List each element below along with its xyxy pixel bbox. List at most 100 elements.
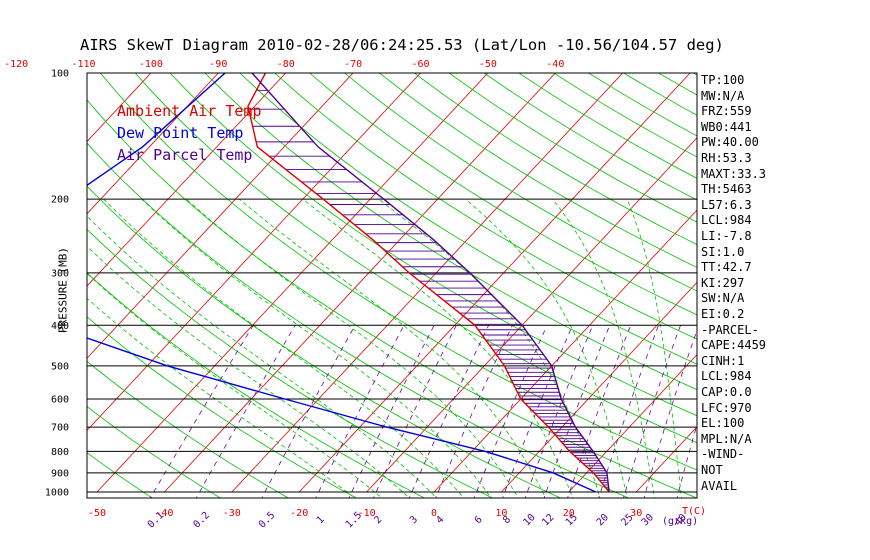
moist-adiabat-line [465,198,628,498]
stability-index: CINH:1 [701,353,745,368]
mixing-ratio-label: 0.2 [191,510,212,531]
stability-index: KI:297 [701,275,745,290]
temperature-axis-label: T(C) [682,506,706,517]
dry-adiabat-line [87,272,426,498]
stability-index: CAPE:4459 [701,338,767,353]
isotherm-line [87,73,219,215]
mixing-ratio-label: 0.5 [257,510,278,531]
legend-dew-point-temp: Dew Point Temp [117,124,244,142]
pressure-tick-label: 500 [51,361,69,372]
stability-index: EL:100 [701,416,745,431]
dry-adiabat-line [864,54,870,501]
mixing-ratio-line [543,325,611,498]
dry-adiabat-line [0,54,88,501]
pressure-tick-label: 100 [51,69,69,80]
pressure-tick-label: 400 [51,321,69,332]
dry-adiabat-line [87,99,697,498]
plot-frame [86,72,698,499]
moist-adiabat-line [626,198,682,498]
top-temperature-tick-label: -100 [139,59,163,70]
moist-adiabat-line [103,198,465,498]
mixing-ratio-line [598,325,659,498]
dry-adiabat-line [518,73,697,179]
moist-adiabat-line [378,198,601,498]
moist-adiabat-line [238,198,547,498]
stability-index: RH:53.3 [701,151,752,165]
mixing-ratio-line [643,329,697,498]
mixing-ratio-unit-label: (g/kg) [662,516,698,527]
top-temperature-tick-label: -90 [209,59,227,70]
mixing-ratio-label: 12 [540,512,556,528]
stability-index: CAP:0.0 [701,385,752,399]
dry-adiabat-line [413,73,697,246]
moist-adiabat-line [87,297,356,498]
mixing-ratio-line [502,325,573,498]
dry-adiabat-line [87,452,154,498]
stability-index: WB0:441 [701,119,752,134]
dry-adiabat-line [87,360,290,498]
pressure-tick-label: 300 [51,268,69,279]
temperature-tick-label: 10 [495,508,507,519]
mixing-ratio-line [348,325,435,498]
mixing-ratio-line [567,325,632,498]
dry-adiabat-line [87,406,222,498]
stability-index: L57:6.3 [701,197,752,212]
pressure-tick-label: 900 [51,468,69,479]
pressure-tick-label: 700 [51,423,69,434]
ambient-air-temp-curve [247,73,610,493]
dry-adiabat-line [204,73,697,391]
dry-adiabat-line [378,73,697,268]
dry-adiabat-line [87,142,630,498]
mixing-ratio-line [435,325,513,498]
stability-index: LI:-7.8 [701,229,752,243]
mixing-ratio-line [473,325,548,498]
top-temperature-tick-label: -60 [411,59,429,70]
dry-adiabat-line [87,185,562,498]
stability-index: PW:40.00 [701,135,759,150]
stability-index: TT:42.7 [701,260,752,275]
mixing-ratio-line [372,325,457,498]
stability-index: MPL:N/A [701,431,752,446]
dry-adiabat-line [87,228,494,498]
dry-adiabat-line [796,54,870,501]
stability-index: -WIND- [701,447,745,462]
y-axis-label: PRESSURE (MB) [56,246,70,334]
pressure-tick-label: 800 [51,447,69,458]
stability-index: LCL:984 [701,369,752,384]
stability-index: NOT [701,463,723,477]
moist-adiabat-line [552,198,655,498]
isotherm-line [501,281,697,493]
moist-adiabat-line [141,198,492,498]
mixing-ratio-label: 8 [501,514,513,526]
moist-adiabat-line [87,245,410,498]
mixing-ratio-label: 4 [434,514,446,526]
dry-adiabat-line [343,73,697,292]
dry-adiabat-line [692,73,697,76]
isotherm-line [87,73,152,143]
pressure-tick-label: 600 [51,395,69,406]
dry-adiabat-line [830,54,870,501]
temperature-tick-label: -40 [155,508,173,519]
mixing-ratio-line [623,325,681,498]
air-parcel-temp-curve [251,73,610,493]
mixing-ratio-line [676,423,697,498]
dry-adiabat-line [239,73,697,365]
stability-index: TH:5463 [701,182,752,197]
stability-index: MW:N/A [701,88,745,103]
top-temperature-tick-label: -80 [277,59,295,70]
temperature-tick-label: 0 [431,508,437,519]
stability-index: FRZ:559 [701,104,752,119]
top-temperature-tick-label: -110 [71,59,95,70]
temperature-tick-label: -30 [223,508,241,519]
dry-adiabat-line [308,73,697,316]
stability-index: EI:0.2 [701,307,745,321]
dry-adiabat-line [99,73,697,471]
dew-point-temp-curve [87,73,597,493]
legend-ambient-air-temp: Ambient Air Temp [117,102,262,120]
temperature-tick-label: -50 [88,508,106,519]
mixing-ratio-line [149,325,254,498]
mixing-ratio-line [408,325,489,498]
pressure-tick-label: 200 [51,195,69,206]
dry-adiabat-line [448,73,697,223]
dry-adiabat-line [169,73,697,417]
